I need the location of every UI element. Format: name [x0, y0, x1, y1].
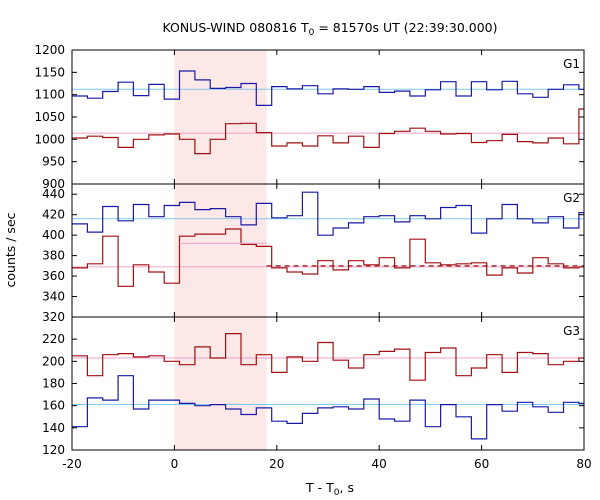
y-tick-label: 340 [42, 290, 65, 304]
y-tick-label: 1200 [34, 43, 65, 57]
y-tick-label: 950 [42, 155, 65, 169]
y-tick-label: 400 [42, 228, 65, 242]
y-tick-label: 200 [42, 354, 65, 368]
y-tick-label: 1050 [34, 110, 65, 124]
panel-label: G2 [563, 191, 580, 205]
y-tick-label: 440 [42, 187, 65, 201]
panel-label: G3 [563, 324, 580, 338]
y-tick-label: 180 [42, 377, 65, 391]
x-tick-label: 40 [372, 457, 387, 471]
y-tick-label: 380 [42, 249, 65, 263]
count-rate-histogram [72, 108, 584, 155]
count-rate-histogram [72, 191, 584, 236]
count-rate-histogram [72, 228, 584, 287]
series-layer [72, 70, 584, 440]
count-rate-histogram [72, 333, 584, 381]
x-tick-label: 20 [269, 457, 284, 471]
highlight-region-layer [174, 50, 267, 450]
labels-layer: -20 0 20 40 60 80 900 950 1000 1050 1100 1150 1200 G1… [34, 43, 591, 471]
y-tick-label: 120 [42, 443, 65, 457]
y-tick-label: 1000 [34, 132, 65, 146]
y-tick-label: 420 [42, 208, 65, 222]
x-tick-label: 80 [576, 457, 591, 471]
y-axis-label: counts / sec [3, 212, 18, 287]
burst-interval-highlight [174, 50, 267, 450]
y-tick-label: 900 [42, 177, 65, 191]
y-tick-label: 140 [42, 421, 65, 435]
y-tick-label: 1100 [34, 88, 65, 102]
x-axis-label: T - T0, s [305, 480, 354, 498]
y-tick-label: 220 [42, 332, 65, 346]
y-tick-label: 360 [42, 269, 65, 283]
y-tick-label: 1150 [34, 65, 65, 79]
x-tick-label: 0 [171, 457, 179, 471]
x-tick-label: 60 [474, 457, 489, 471]
x-tick-label: -20 [62, 457, 82, 471]
chart-title: KONUS-WIND 080816 T0 = 81570s UT (22:39:… [162, 20, 497, 38]
count-rate-histogram [72, 375, 584, 440]
y-tick-label: 160 [42, 399, 65, 413]
frame-layer [71, 49, 585, 451]
ticks-layer [71, 49, 585, 451]
y-tick-label: 320 [42, 310, 65, 324]
count-rate-histogram [72, 70, 584, 106]
plot-frame [71, 49, 585, 451]
panel-label: G1 [563, 57, 580, 71]
